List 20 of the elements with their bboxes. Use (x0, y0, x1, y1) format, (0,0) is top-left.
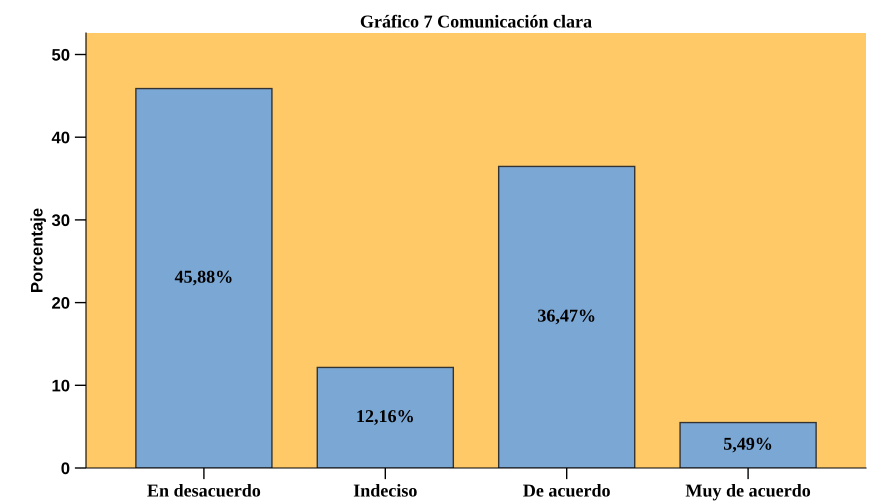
bar (498, 166, 636, 468)
data-label: 45,88% (174, 270, 232, 286)
bar (679, 422, 817, 468)
data-label: 36,47% (538, 310, 594, 324)
x-tick-label: Muy de acuerdo (686, 484, 810, 500)
x-tick-label: Indeciso (354, 484, 417, 497)
x-tick-label: En desacuerdo (147, 484, 260, 497)
y-tick-label: 10 (52, 380, 70, 392)
y-tick-label: 40 (52, 132, 70, 144)
data-label: 12,16% (357, 410, 413, 425)
y-tick-label: 0 (61, 462, 70, 474)
data-label: 5,49% (724, 438, 772, 452)
bar (316, 366, 454, 468)
y-tick-label: 20 (52, 297, 70, 309)
y-axis-title: Porcentaje (30, 208, 46, 292)
x-tick-label: De acuerdo (523, 484, 610, 497)
y-tick-label: 30 (52, 214, 70, 226)
y-tick-label: 50 (52, 48, 70, 61)
bar (135, 88, 273, 468)
chart-title: Gráfico 7 Comunicación clara (360, 14, 592, 28)
